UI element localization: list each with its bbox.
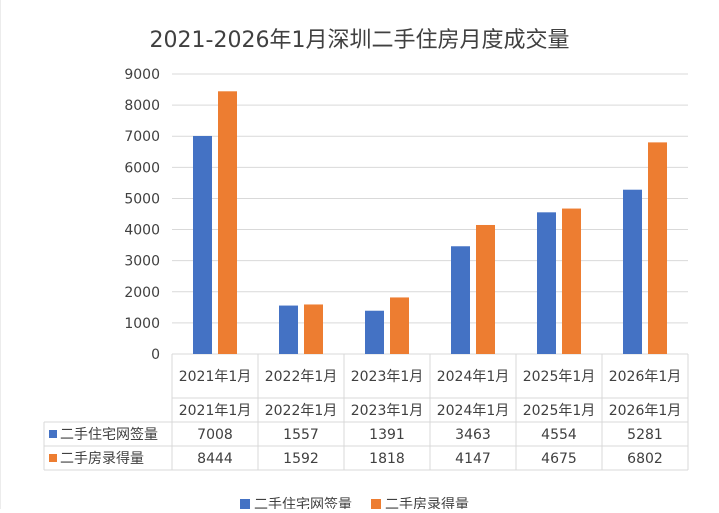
legend-label: 二手房录得量 <box>385 496 469 509</box>
table-value-cell: 5281 <box>627 427 663 443</box>
bar <box>304 304 323 354</box>
x-tick-label: 2025年1月 <box>523 369 596 385</box>
table-value-cell: 4147 <box>455 451 491 467</box>
table-value-cell: 1557 <box>283 427 319 443</box>
legend-label: 二手住宅网签量 <box>254 496 352 509</box>
bar <box>623 189 642 354</box>
x-tick-label: 2021年1月 <box>179 369 252 385</box>
y-tick-label: 7000 <box>124 129 160 145</box>
x-tick-label: 2023年1月 <box>351 369 424 385</box>
table-value-cell: 1391 <box>369 427 405 443</box>
y-tick-label: 5000 <box>124 191 160 207</box>
legend-swatch <box>371 499 381 509</box>
table-header-cell: 2026年1月 <box>609 403 682 419</box>
x-tick-label: 2024年1月 <box>437 369 510 385</box>
y-tick-label: 0 <box>151 347 160 363</box>
data-table: 2021年1月 2022年1月 2023年1月 2024年1月 2025年1月 2026年… <box>43 397 689 471</box>
chart-title: 2021-2026年1月深圳二手住房月度成交量 <box>150 28 570 53</box>
table-value-cell: 7008 <box>197 427 233 443</box>
table-value-cell: 8444 <box>197 451 233 467</box>
bar <box>193 135 212 354</box>
bar <box>390 297 409 354</box>
table-value-cell: 4554 <box>541 427 577 443</box>
bar <box>476 224 495 354</box>
bar <box>365 310 384 354</box>
bars <box>193 91 667 354</box>
table-series-key <box>49 454 57 462</box>
table-value-cell: 6802 <box>627 451 663 467</box>
bar <box>279 305 298 354</box>
table-value-cell: 3463 <box>455 427 491 443</box>
table-series-name: 二手住宅网签量 <box>60 426 158 443</box>
legend-swatch <box>240 499 250 509</box>
y-tick-label: 2000 <box>124 285 160 301</box>
table-value-cell: 1818 <box>369 451 405 467</box>
y-tick-label: 9000 <box>124 67 160 83</box>
table-header-cell: 2023年1月 <box>351 403 424 419</box>
table-series-name: 二手房录得量 <box>60 450 144 467</box>
axes: 0 1000 2000 3000 4000 5000 6000 7000 8000 9000 202… <box>124 67 689 398</box>
y-tick-label: 3000 <box>124 254 160 270</box>
y-tick-label: 1000 <box>124 316 160 332</box>
x-tick-label: 2026年1月 <box>609 369 682 385</box>
y-tick-label: 8000 <box>124 98 160 114</box>
bar <box>648 142 667 354</box>
bar <box>562 208 581 354</box>
table-series-key <box>49 430 57 438</box>
table-header-cell: 2022年1月 <box>265 403 338 419</box>
y-tick-label: 6000 <box>124 160 160 176</box>
table-header-cell: 2021年1月 <box>179 403 252 419</box>
y-tick-label: 4000 <box>124 223 160 239</box>
bar <box>451 246 470 354</box>
table-value-cell: 4675 <box>541 451 577 467</box>
bar <box>537 212 556 354</box>
table-value-cell: 1592 <box>283 451 319 467</box>
gridlines <box>172 73 688 355</box>
table-header-cell: 2025年1月 <box>523 403 596 419</box>
x-tick-label: 2022年1月 <box>265 369 338 385</box>
table-header-cell: 2024年1月 <box>437 403 510 419</box>
bar <box>218 91 237 354</box>
